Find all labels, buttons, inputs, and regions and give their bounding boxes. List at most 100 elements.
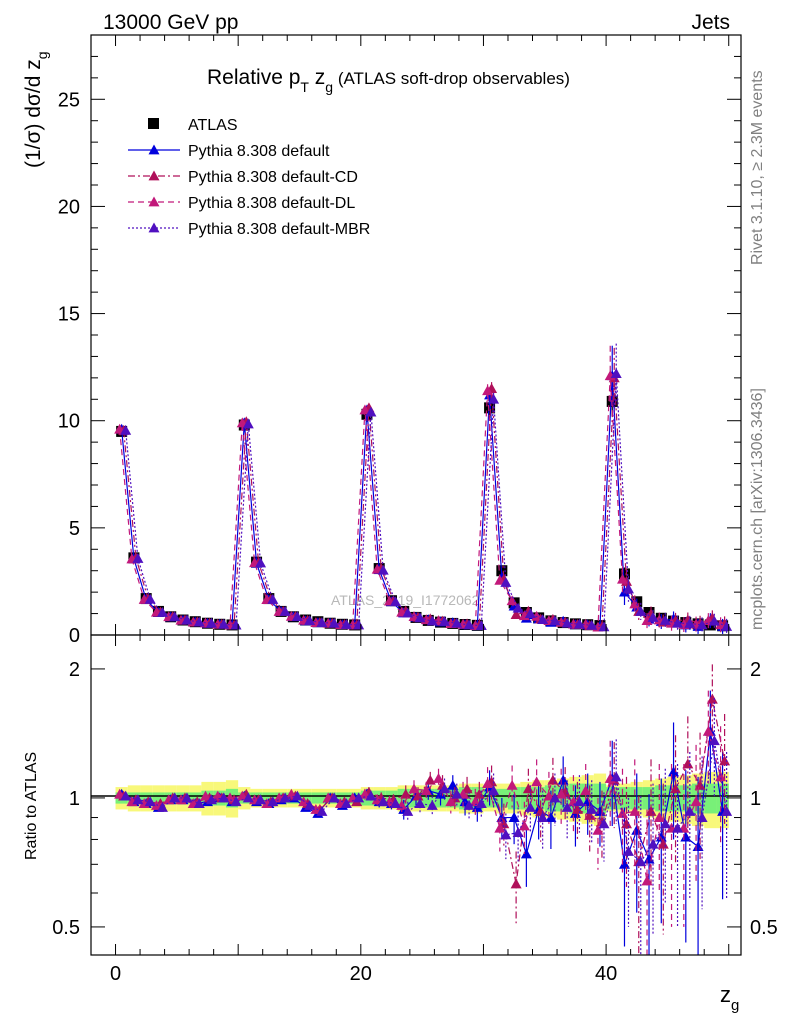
stat-uncertainty-band — [299, 792, 312, 804]
ratio-point — [267, 796, 279, 807]
mc-point — [120, 424, 132, 435]
series-line — [123, 377, 725, 628]
mc-point — [684, 617, 696, 628]
ratio-point — [400, 788, 412, 799]
legend-item: Pythia 8.308 default-DL — [128, 195, 355, 212]
mc-point — [267, 593, 279, 604]
ratio-point — [702, 725, 714, 736]
legend-label: Pythia 8.308 default-CD — [188, 169, 358, 186]
mc-point — [132, 553, 144, 563]
series-line — [121, 375, 723, 628]
ratio-point — [494, 822, 506, 833]
ratio-point — [680, 831, 692, 842]
main-panel-series — [114, 343, 733, 634]
ratio-point — [328, 792, 340, 803]
ratio-point — [496, 812, 508, 822]
ratio-point — [488, 785, 500, 796]
axes: 0 20 40 0 5 10 15 20 25 0.5 0.5 1 1 2 2 — [52, 34, 778, 985]
mc-point — [439, 616, 451, 626]
ratio-point — [242, 792, 254, 803]
ratio-point — [193, 798, 205, 808]
ratio-point — [561, 801, 573, 812]
mc-point — [279, 605, 291, 616]
ratio-point — [531, 776, 543, 787]
mc-point — [616, 573, 628, 584]
ratio-point — [692, 841, 704, 851]
ratio-point — [629, 805, 641, 816]
ratio-point — [586, 803, 598, 814]
mc-point — [402, 607, 414, 618]
ratio-point — [706, 693, 718, 704]
ratio-point — [618, 858, 630, 869]
stat-uncertainty-band — [189, 792, 202, 804]
ratio-point — [236, 790, 248, 801]
ratio-point — [181, 792, 193, 803]
ratio-point — [426, 800, 438, 810]
ratio-point — [668, 766, 680, 777]
legend-marker — [148, 118, 159, 129]
ratio-point — [475, 798, 487, 808]
ratio-point — [518, 820, 530, 831]
ratio-point — [451, 788, 463, 799]
ratio-point — [543, 790, 555, 801]
ratio-point — [670, 783, 682, 794]
legend-marker — [148, 144, 160, 155]
mc-point — [524, 608, 536, 618]
legend-label: ATLAS — [188, 117, 238, 134]
y-tick-label: 15 — [58, 304, 80, 326]
stat-uncertainty-band — [152, 792, 165, 804]
mc-point — [672, 617, 684, 628]
ratio-point — [500, 829, 512, 840]
ratio-point — [694, 779, 706, 790]
mc-point — [426, 615, 438, 626]
mc-point — [494, 574, 506, 585]
legend-marker — [148, 196, 160, 207]
mc-point — [156, 607, 168, 617]
ratio-point — [365, 790, 377, 801]
ratio-point — [412, 790, 424, 801]
data-point — [618, 568, 630, 580]
ratio-point — [461, 783, 473, 794]
ratio-point — [414, 798, 426, 808]
ratio-point — [255, 794, 267, 805]
ratio-point — [218, 792, 230, 803]
series-line — [125, 373, 727, 628]
ratio-point — [645, 805, 657, 816]
ratio-line — [125, 740, 728, 863]
mc-point — [218, 618, 230, 629]
mc-point — [255, 557, 267, 568]
y-tick-label: 0 — [69, 625, 80, 647]
y-tick-label: 5 — [69, 518, 80, 540]
mc-point — [635, 605, 647, 616]
mc-point — [561, 617, 573, 628]
mc-point — [721, 620, 733, 631]
x-tick-label: 40 — [595, 963, 617, 985]
ratio-point — [447, 779, 459, 790]
rivet-label: Rivet 3.1.10, ≥ 2.3M events — [749, 70, 766, 265]
mc-point — [573, 618, 585, 629]
stat-uncertainty-band — [140, 792, 153, 804]
mc-point — [598, 621, 610, 632]
ratio-point — [547, 774, 559, 785]
mc-point — [622, 583, 634, 594]
energy-label: 13000 GeV pp — [103, 11, 238, 34]
mc-point — [169, 611, 181, 622]
ratio-point — [212, 790, 224, 801]
y-tick-label: 20 — [58, 196, 80, 218]
ratio-point — [582, 796, 594, 807]
x-tick-label: 0 — [110, 963, 121, 985]
ratio-point — [682, 758, 694, 769]
ratio-point — [610, 771, 622, 782]
ratio-point — [316, 805, 328, 816]
mc-point — [610, 368, 622, 378]
mc-point — [696, 619, 708, 630]
mc-point — [206, 617, 218, 628]
ratio-point — [144, 796, 156, 807]
ratio-point — [721, 805, 733, 816]
mc-point — [414, 612, 426, 623]
ratio-point — [120, 790, 132, 801]
mc-point — [586, 619, 598, 630]
ratio-point — [620, 818, 632, 829]
ratio-y-tick-label: 1 — [69, 788, 80, 810]
ratio-point — [522, 783, 534, 794]
